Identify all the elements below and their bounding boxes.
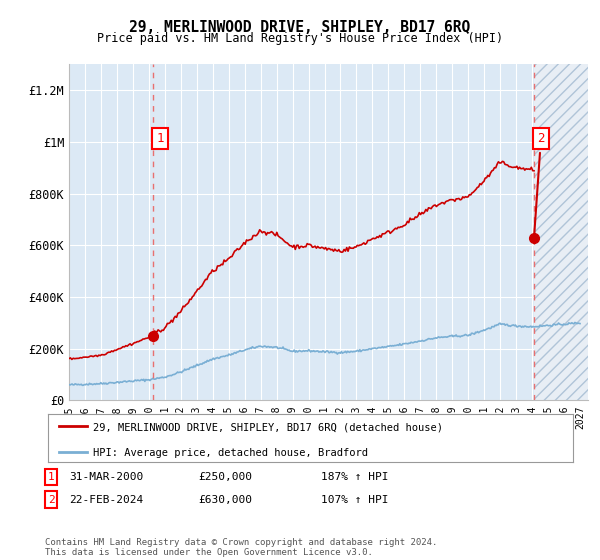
Text: 31-MAR-2000: 31-MAR-2000 — [69, 472, 143, 482]
Text: 187% ↑ HPI: 187% ↑ HPI — [321, 472, 389, 482]
Text: 22-FEB-2024: 22-FEB-2024 — [69, 494, 143, 505]
Text: £250,000: £250,000 — [198, 472, 252, 482]
Text: Price paid vs. HM Land Registry's House Price Index (HPI): Price paid vs. HM Land Registry's House … — [97, 32, 503, 45]
Text: 2: 2 — [47, 494, 55, 505]
Bar — [534, 64, 588, 400]
Text: 29, MERLINWOOD DRIVE, SHIPLEY, BD17 6RQ: 29, MERLINWOOD DRIVE, SHIPLEY, BD17 6RQ — [130, 20, 470, 35]
Bar — [534, 64, 588, 400]
Text: 29, MERLINWOOD DRIVE, SHIPLEY, BD17 6RQ (detached house): 29, MERLINWOOD DRIVE, SHIPLEY, BD17 6RQ … — [92, 423, 443, 433]
Text: 2: 2 — [534, 132, 545, 235]
Text: HPI: Average price, detached house, Bradford: HPI: Average price, detached house, Brad… — [92, 448, 368, 458]
Text: Contains HM Land Registry data © Crown copyright and database right 2024.
This d: Contains HM Land Registry data © Crown c… — [45, 538, 437, 557]
Text: 1: 1 — [47, 472, 55, 482]
Text: 107% ↑ HPI: 107% ↑ HPI — [321, 494, 389, 505]
Text: 1: 1 — [156, 132, 164, 145]
Text: £630,000: £630,000 — [198, 494, 252, 505]
